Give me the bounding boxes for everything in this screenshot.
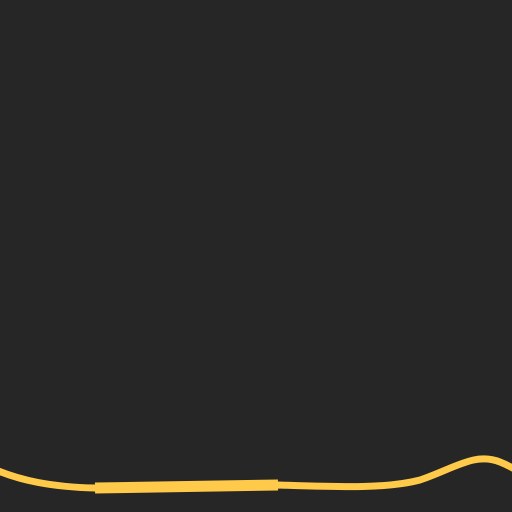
wave-line <box>0 455 512 492</box>
wave-highlight-segment <box>94 479 279 494</box>
